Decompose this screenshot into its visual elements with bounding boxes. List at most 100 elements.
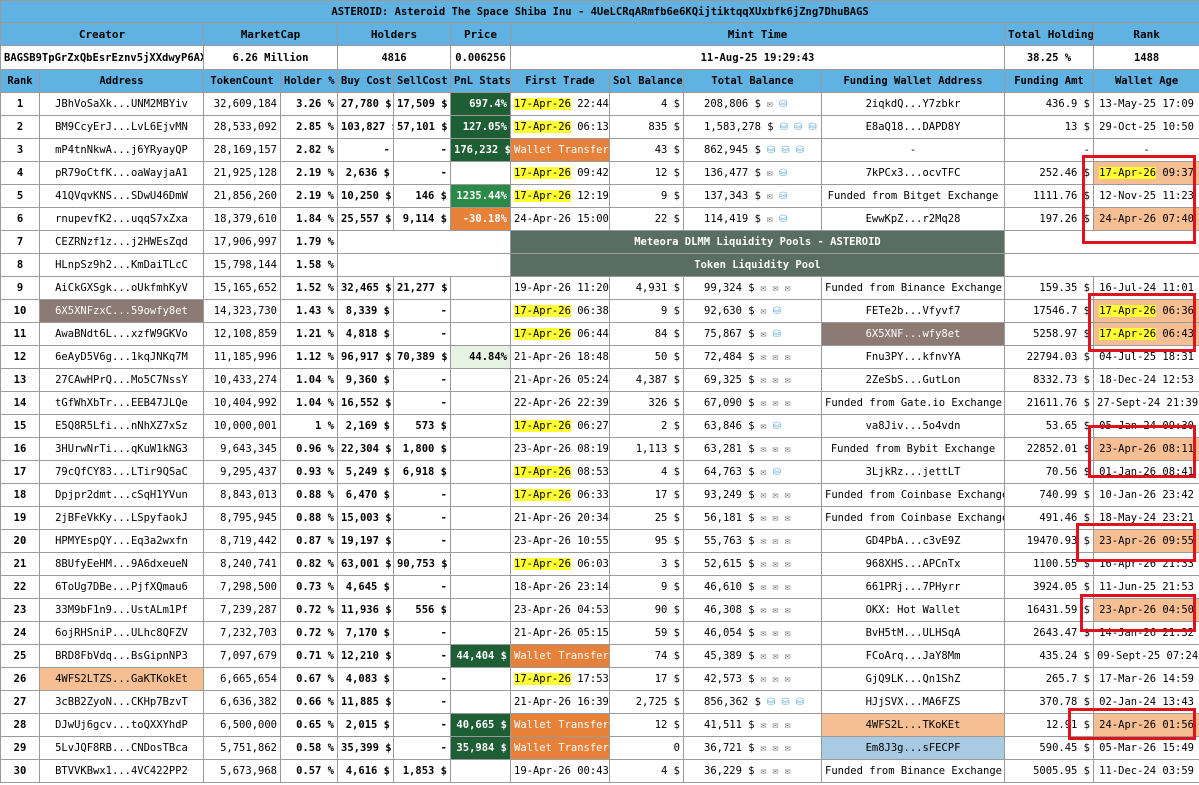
first-trade-time: 05:24 [577, 374, 609, 386]
address-cell[interactable]: tGfWhXbTr...EEB47JLQe [39, 391, 204, 415]
first-trade-time: 00:43 [577, 765, 609, 777]
funding-wallet-cell[interactable]: BvH5tM...ULHSqA [821, 621, 1005, 645]
address-cell[interactable]: AiCkGXSgk...oUkfmhKyV [39, 276, 204, 300]
first-trade-date: 19-Apr-26 [514, 765, 571, 777]
cash-icon: ✉ [766, 513, 779, 524]
funding-wallet-cell[interactable]: 3LjkRz...jettLT [821, 460, 1005, 484]
sell-cost-cell: - [393, 483, 451, 507]
funding-wallet-cell[interactable]: 6X5XNF...wfy8et [821, 322, 1005, 346]
first-trade-cell: 23-Apr-26 04:53 [510, 598, 610, 622]
cash-icon: ✉ [754, 490, 767, 501]
funding-wallet-cell[interactable]: GjQ9LK...Qn1ShZ [821, 667, 1005, 691]
funding-wallet-cell[interactable]: E8aQ18...DAPD8Y [821, 115, 1005, 139]
address-cell[interactable]: BTVVKBwx1...4VC422PP2 [39, 759, 204, 783]
funding-amt-cell: 8332.73 $ [1004, 368, 1094, 392]
address-cell[interactable]: CEZRNzf1z...j2HWEsZqd [39, 230, 204, 254]
funding-wallet-cell[interactable]: 968XHS...APCnTx [821, 552, 1005, 576]
funding-wallet-cell[interactable]: Em8J3g...sFECPF [821, 736, 1005, 760]
funding-wallet-cell[interactable]: 7kPCx3...ocvTFC [821, 161, 1005, 185]
funding-wallet-cell[interactable]: - [821, 138, 1005, 162]
address-cell[interactable]: HLnpSz9h2...KmDaiTLcC [39, 253, 204, 277]
address-cell[interactable]: rnupevfK2...uqqS7xZxa [39, 207, 204, 231]
funding-wallet-cell[interactable]: Funded from Binance Exchange [821, 276, 1005, 300]
alert-box-rows-4-6 [1082, 155, 1196, 244]
address-cell[interactable]: 5LvJQF8RB...CNDosTBca [39, 736, 204, 760]
address-cell[interactable]: E5Q8R5Lfi...nNhXZ7xSz [39, 414, 204, 438]
table-row: 1 JBhVoSaXk...UNM2MBYiv 32,609,184 3.26 % 27… [0, 92, 1199, 116]
address-cell[interactable]: mP4tnNkwA...j6YRyayQP [39, 138, 204, 162]
sell-cost-cell: 90,753 $ [393, 552, 451, 576]
buy-cost-cell: 8,339 $ [337, 299, 394, 323]
creator-address[interactable]: BAGSB9TpGrZxQbEsrEznv5jXXdwyP6AXerN8aVRi… [0, 45, 204, 70]
total-balance-cell: 1,583,278 $ ⛁ ⛁ ⛁ ⛁ [683, 115, 822, 139]
wallet-age-cell: 13-May-25 17:09 [1092, 92, 1199, 116]
address-cell[interactable]: BRD8FbVdq...BsGipnNP3 [39, 644, 204, 668]
funding-wallet-cell[interactable]: Funded from Bitget Exchange [821, 184, 1005, 208]
table-row: 4 pR79oCtfK...oaWayjaA1 21,925,128 2.19 % 2,… [0, 161, 1199, 185]
address-cell[interactable]: HPMYEspQY...Eq3a2wxfn [39, 529, 204, 553]
tokencount-cell: 5,751,862 [203, 736, 281, 760]
funding-wallet-cell[interactable]: HJjSVX...MA6FZS [821, 690, 1005, 714]
cash-icon: ✉ [754, 444, 767, 455]
funding-wallet-cell[interactable]: GD4PbA...c3vE9Z [821, 529, 1005, 553]
funding-wallet-cell[interactable]: Funded from Gate.io Exchange [821, 391, 1005, 415]
sell-cost-cell: 1,800 $ [393, 437, 451, 461]
col-funding-wallet: Funding Wallet Address [821, 69, 1005, 93]
buy-cost-cell: 15,003 $ [337, 506, 394, 530]
funding-wallet-cell[interactable]: Funded from Coinbase Exchange [821, 483, 1005, 507]
funding-wallet-cell[interactable]: 4WFS2L...TKoKEt [821, 713, 1005, 737]
funding-wallet-cell[interactable]: Fnu3PY...kfnvYA [821, 345, 1005, 369]
address-cell[interactable]: 41QVqvKNS...SDwU46DmW [39, 184, 204, 208]
first-trade-time: 23:14 [577, 581, 609, 593]
first-trade-date: 19-Apr-26 [514, 282, 571, 294]
address-cell[interactable]: 4WFS2LTZS...GaKTKokEt [39, 667, 204, 691]
address-cell[interactable]: pR79oCtfK...oaWayjaA1 [39, 161, 204, 185]
address-cell[interactable]: 2jBFeVkKy...LSpyfaokJ [39, 506, 204, 530]
funding-amt-cell: 252.46 $ [1004, 161, 1094, 185]
tokencount-cell: 7,097,679 [203, 644, 281, 668]
buy-cost-cell: 4,083 $ [337, 667, 394, 691]
address-cell[interactable]: Dpjpr2dmt...cSqH1YVun [39, 483, 204, 507]
funding-wallet-cell[interactable]: Funded from Bybit Exchange [821, 437, 1005, 461]
wallet-age-date: 24-Apr-26 [1099, 213, 1157, 225]
holder-pct-cell: 1.04 % [280, 368, 338, 392]
tokencount-cell: 14,323,730 [203, 299, 281, 323]
rank-cell: 6 [0, 207, 40, 231]
funding-wallet-cell[interactable]: EwwKpZ...r2Mq28 [821, 207, 1005, 231]
sol-balance-cell: 9 $ [609, 184, 684, 208]
address-cell[interactable]: 33M9bF1n9...UstALm1Pf [39, 598, 204, 622]
address-cell[interactable]: 6eAyD5V6g...1kqJNKq7M [39, 345, 204, 369]
holder-pct-cell: 0.71 % [280, 644, 338, 668]
address-cell[interactable]: 3cBB2ZyoN...CKHp7BzvT [39, 690, 204, 714]
funding-wallet-cell[interactable]: Funded from Binance Exchange [821, 759, 1005, 783]
alert-box-row-23 [1080, 594, 1196, 632]
wallet-age-cell: 17-Apr-26 06:36 [1092, 299, 1199, 323]
address-cell[interactable]: AwaBNdt6L...xzfW9GKVo [39, 322, 204, 346]
address-cell[interactable]: 6X5XNFzxC...59owfy8et [39, 299, 204, 323]
funding-wallet-cell[interactable]: FETe2b...Vfyvf7 [821, 299, 1005, 323]
total-balance-cell: 55,763 $ ✉ ✉ ✉ [683, 529, 822, 553]
funding-wallet-cell[interactable]: Funded from Coinbase Exchange [821, 506, 1005, 530]
pnl-cell: 531.09% [450, 621, 511, 645]
funding-wallet-cell[interactable]: 2iqkdQ...Y7zbkr [821, 92, 1005, 116]
address-cell[interactable]: 27CAwHPrQ...Mo5C7NssY [39, 368, 204, 392]
first-trade-date: 17-Apr-26 [514, 121, 571, 133]
funding-wallet-cell[interactable]: 2ZeSbS...GutLon [821, 368, 1005, 392]
address-cell[interactable]: 6ToUg7DBe...PjfXQmau6 [39, 575, 204, 599]
funding-wallet-cell[interactable]: 661PRj...7PHyrr [821, 575, 1005, 599]
address-cell[interactable]: 79cQfCY83...LTir9QSaC [39, 460, 204, 484]
sol-balance-cell: 12 $ [609, 161, 684, 185]
address-cell[interactable]: 8BUfyEeHM...9A6dxeueN [39, 552, 204, 576]
funding-wallet-cell[interactable]: va8Jiv...5o4vdn [821, 414, 1005, 438]
rank-cell: 27 [0, 690, 40, 714]
funding-wallet-cell[interactable]: OKX: Hot Wallet [821, 598, 1005, 622]
pnl-cell: 178.56% [450, 437, 511, 461]
address-cell[interactable]: BM9CcyErJ...LvL6EjvMN [39, 115, 204, 139]
address-cell[interactable]: JBhVoSaXk...UNM2MBYiv [39, 92, 204, 116]
cash-icon: ✉ [760, 168, 773, 179]
funding-wallet-cell[interactable]: FCoArq...JaY8Mm [821, 644, 1005, 668]
token-liquidity-pool-label: Token Liquidity Pool [510, 253, 1005, 277]
address-cell[interactable]: DJwUj6gcv...toQXXYhdP [39, 713, 204, 737]
address-cell[interactable]: 6ojRHSniP...ULhc8QFZV [39, 621, 204, 645]
address-cell[interactable]: 3HUrwNrTi...qKuW1kNG3 [39, 437, 204, 461]
